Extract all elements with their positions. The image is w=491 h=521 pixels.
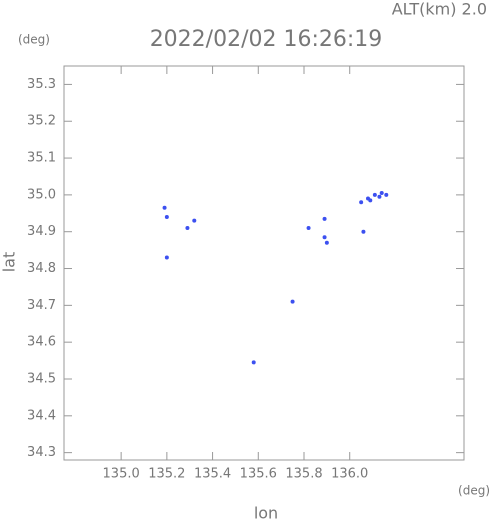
echo — [361, 229, 366, 234]
echo — [384, 192, 389, 197]
altitude-label: ALT(km) 2.0 — [392, 0, 487, 19]
echo — [164, 214, 169, 219]
y-unit: (deg) — [18, 33, 50, 47]
echo — [368, 198, 373, 203]
y-tick-label: 34.5 — [27, 371, 56, 386]
y-tick-label: 34.7 — [27, 298, 56, 313]
chart-title: 2022/02/02 16:26:19 — [150, 27, 383, 52]
y-tick-label: 34.8 — [27, 261, 56, 276]
x-unit: (deg) — [458, 484, 490, 498]
echo — [372, 192, 377, 197]
echo — [251, 360, 256, 365]
echo — [322, 235, 327, 240]
echo — [162, 205, 167, 210]
y-tick-label: 35.0 — [27, 187, 56, 202]
y-tick-label: 35.2 — [27, 114, 56, 129]
echo — [322, 216, 327, 221]
y-axis-label: lat — [0, 252, 19, 273]
echo — [306, 226, 311, 231]
echo — [379, 191, 384, 196]
y-tick-label: 35.1 — [27, 151, 56, 166]
y-tick-label: 35.3 — [27, 77, 56, 92]
x-tick-label: 135.4 — [194, 467, 231, 482]
x-axis-label: lon — [254, 504, 278, 521]
x-tick-label: 136.0 — [331, 467, 368, 482]
x-tick-label: 135.2 — [148, 467, 185, 482]
y-tick-label: 34.6 — [27, 335, 56, 350]
echo — [377, 194, 382, 199]
echo — [359, 200, 364, 205]
echo — [185, 226, 190, 231]
plot-frame — [63, 65, 465, 461]
x-tick-label: 135.8 — [285, 467, 322, 482]
echo — [164, 255, 169, 260]
echo — [324, 240, 329, 245]
y-tick-label: 34.9 — [27, 224, 56, 239]
x-tick-label: 135.6 — [240, 467, 277, 482]
y-tick-label: 34.4 — [27, 408, 56, 423]
y-tick-label: 34.3 — [27, 445, 56, 460]
echo — [192, 218, 197, 223]
x-tick-label: 135.0 — [103, 467, 140, 482]
echo — [290, 299, 295, 304]
